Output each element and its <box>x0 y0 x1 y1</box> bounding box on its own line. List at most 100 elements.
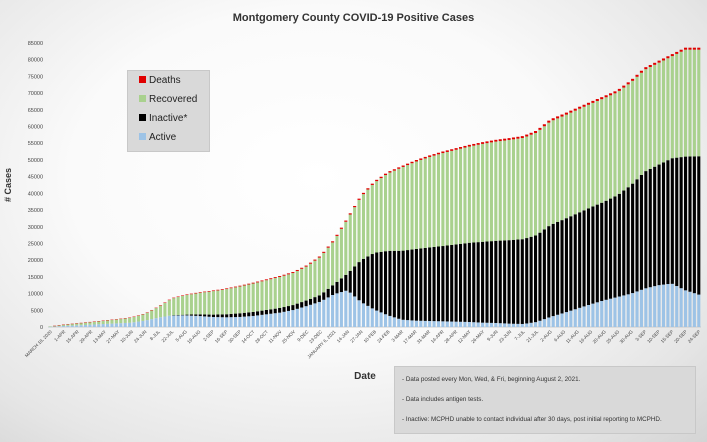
bar-deaths <box>670 54 674 57</box>
bar-deaths <box>203 291 207 293</box>
bar-inactive <box>220 314 224 318</box>
bar-deaths <box>198 292 202 293</box>
bar-recovered <box>348 214 352 271</box>
bar-active <box>392 317 396 327</box>
bar-active <box>542 319 546 327</box>
bar-active <box>441 321 445 327</box>
bar-inactive <box>366 256 370 306</box>
bar-active <box>383 314 388 327</box>
bar-recovered <box>66 324 70 326</box>
legend-label-recovered: Recovered <box>149 94 198 105</box>
bar-active <box>622 295 626 327</box>
bar-recovered <box>278 276 282 308</box>
bar-deaths <box>366 188 370 190</box>
x-tick-label: 14-OCT <box>241 329 256 344</box>
bar-recovered <box>370 184 374 255</box>
bar-active <box>406 320 410 327</box>
bar-inactive <box>560 220 564 314</box>
bar-recovered <box>136 315 140 322</box>
bar-active <box>57 326 61 327</box>
bar-deaths <box>472 143 476 146</box>
bar-deaths <box>609 93 613 96</box>
bar-inactive <box>542 229 546 320</box>
y-tick-label: 35000 <box>28 208 43 214</box>
bar-recovered <box>154 308 158 319</box>
notes-box: - Data posted every Mon, Wed, & Fri, beg… <box>394 366 696 434</box>
bar-inactive <box>286 306 291 311</box>
bar-active <box>604 299 608 327</box>
bar-active <box>670 283 674 327</box>
bar-inactive <box>264 309 268 315</box>
bar-inactive <box>225 314 229 318</box>
bar-active <box>128 322 132 327</box>
bar-recovered <box>128 317 132 323</box>
bar-recovered <box>569 112 573 217</box>
bar-deaths <box>348 213 352 215</box>
bar-deaths <box>661 58 666 61</box>
bar-inactive <box>326 288 330 298</box>
bar-inactive <box>675 157 679 287</box>
bar-recovered <box>432 155 436 247</box>
bar-inactive <box>578 212 582 308</box>
bar-inactive <box>419 248 423 321</box>
bar-active <box>145 320 149 327</box>
legend-swatch-recovered <box>139 94 146 102</box>
x-tick-label: 24-JUN <box>133 329 148 344</box>
bar-inactive <box>644 171 648 289</box>
bar-recovered <box>211 291 215 315</box>
bar-recovered <box>220 289 224 315</box>
y-tick-label: 85000 <box>28 41 43 47</box>
bar-recovered <box>282 275 286 308</box>
bar-active <box>331 295 335 327</box>
x-tick-label: 28-APR <box>443 329 458 344</box>
bar-deaths <box>388 171 392 173</box>
bar-active <box>582 306 586 327</box>
bar-deaths <box>507 138 511 140</box>
bar-recovered <box>300 268 304 303</box>
bar-inactive <box>516 239 520 324</box>
bar-recovered <box>436 154 441 247</box>
bar-recovered <box>106 320 110 324</box>
bar-active <box>379 312 383 327</box>
bar-active <box>675 286 679 327</box>
bar-deaths <box>684 47 688 50</box>
bar-inactive <box>511 239 516 324</box>
bar-deaths <box>489 140 493 143</box>
bar-recovered <box>83 322 88 325</box>
bar-deaths <box>573 108 577 111</box>
bar-recovered <box>586 104 591 209</box>
y-tick-label: 15000 <box>28 275 43 281</box>
bar-recovered <box>322 252 326 293</box>
legend-item-inactive: Inactive* <box>139 113 187 127</box>
bar-recovered <box>53 325 57 327</box>
bar-recovered <box>481 143 485 242</box>
bar-inactive <box>622 190 626 296</box>
bar-recovered <box>313 260 317 298</box>
bar-recovered <box>357 199 361 263</box>
y-tick-label: 45000 <box>28 175 43 181</box>
bar-inactive <box>348 270 352 293</box>
bar-deaths <box>264 279 268 281</box>
bar-active <box>251 315 255 327</box>
bar-deaths <box>591 100 595 103</box>
bar-recovered <box>88 322 92 325</box>
bar-inactive <box>648 168 652 288</box>
bar-active <box>498 323 502 327</box>
x-tick-label: 30-SEP <box>227 329 242 344</box>
bar-deaths <box>560 114 564 117</box>
bar-active <box>613 297 617 327</box>
bar-deaths <box>626 82 630 85</box>
bar-deaths <box>406 163 410 166</box>
bar-inactive <box>538 232 542 321</box>
bar-deaths <box>666 56 670 59</box>
bar-active <box>556 314 560 327</box>
bar-recovered <box>57 325 61 327</box>
bar-recovered <box>617 90 621 194</box>
note-posting-schedule: - Data posted every Mon, Wed, & Fri, beg… <box>402 376 581 383</box>
bar-recovered <box>410 163 414 250</box>
bar-inactive <box>657 164 661 286</box>
bar-active <box>172 315 176 327</box>
y-tick-label: 40000 <box>28 191 43 197</box>
bar-inactive <box>392 250 396 318</box>
bar-recovered <box>207 291 211 315</box>
